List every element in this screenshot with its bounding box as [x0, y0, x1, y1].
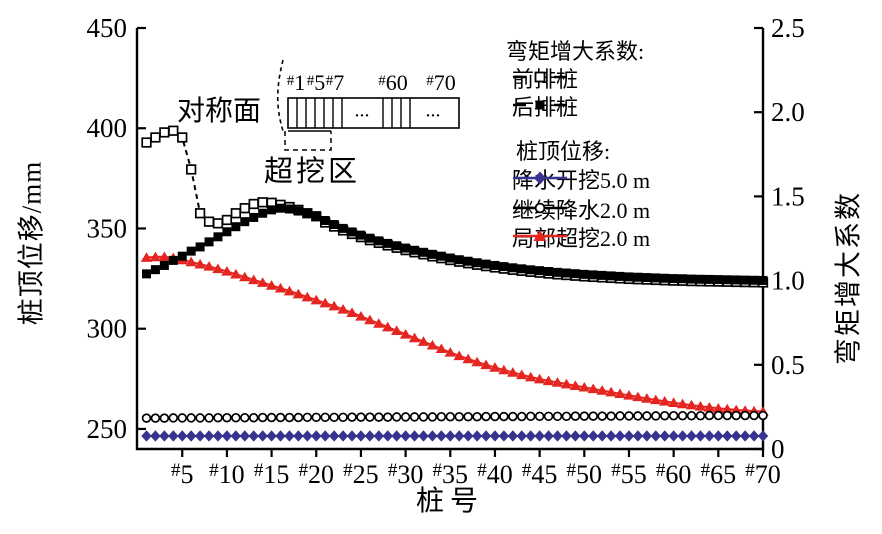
- dashed-open-square-marker-icon: [513, 71, 567, 83]
- overexcavation-zone-dashed-box: [284, 131, 332, 151]
- legend-moment-header: 弯矩增大系数:: [506, 39, 645, 64]
- x-tick-label: #65: [701, 460, 737, 489]
- legend-item-dewater-excavate: 降水开挖5.0 m: [512, 168, 650, 193]
- x-tick-label: #50: [567, 460, 603, 489]
- right-tick-label: 1.5: [771, 181, 805, 211]
- right-tick-label: 1.0: [771, 266, 805, 296]
- x-tick-label: #70: [745, 460, 781, 489]
- x-tick-label: #10: [209, 460, 245, 489]
- red-triangle-marker-icon: [513, 230, 567, 241]
- series-continue-dewater-displacement: [141, 410, 768, 423]
- legend-item-back-pile: 后排桩: [512, 95, 578, 120]
- left-tick-label: 450: [87, 13, 128, 43]
- legend-item-label: 后排桩: [512, 95, 579, 120]
- inset-pile-label: #7: [326, 70, 345, 95]
- right-tick-label: 2.0: [771, 97, 805, 127]
- inset-overexcavation-zone-label: 超挖区: [264, 156, 361, 188]
- left-tick-label: 350: [87, 213, 128, 243]
- legend-item-label: 降水开挖5.0 m: [512, 168, 651, 193]
- x-tick-label: #40: [477, 460, 513, 489]
- inset-pile-label: #70: [426, 70, 456, 95]
- left-axis-ticks: 250 300 350 400 450: [87, 13, 146, 444]
- x-tick-label: #55: [611, 460, 647, 489]
- legend-item-front-pile: 前排桩: [512, 67, 578, 92]
- x-tick-label: #45: [522, 460, 558, 489]
- legend-item-label: 继续降水2.0 m: [512, 198, 651, 223]
- x-tick-label: #60: [656, 460, 692, 489]
- left-tick-label: 250: [87, 414, 128, 444]
- pile-row-strip: [287, 97, 460, 129]
- left-axis-title: 桩顶位移/mm: [16, 160, 47, 326]
- symmetry-plane-dashed-line: [277, 59, 284, 132]
- ellipsis-dots: ···: [425, 108, 440, 124]
- x-tick-label: #5: [171, 460, 194, 489]
- legend-displacement-header: 桩顶位移:: [516, 139, 611, 164]
- dashed-filled-square-marker-icon: [513, 100, 567, 110]
- x-tick-label: #35: [433, 460, 469, 489]
- blue-diamond-marker-icon: [513, 171, 567, 185]
- x-axis-ticks: #5 #10 #15 #20 #25 #30 #35 #40 #45 #50 #55 #60 #65 #7…: [171, 449, 781, 489]
- inset-pile-label: #60: [378, 70, 408, 95]
- x-tick-label: #30: [388, 460, 424, 489]
- right-axis-ticks: 0 0.5 1.0 1.5 2.0 2.5: [754, 13, 805, 464]
- x-tick-label: #20: [299, 460, 335, 489]
- ellipsis-dots: ···: [354, 108, 369, 124]
- left-tick-label: 300: [87, 314, 128, 344]
- right-tick-label: 0.5: [771, 350, 805, 380]
- series-dewater-excavate-displacement: [141, 430, 769, 442]
- inset-pile-label: #1: [287, 70, 306, 95]
- inset-pile-label: #5: [307, 70, 326, 95]
- open-circle-marker-icon: [513, 202, 567, 214]
- series-back-pile-moment: [142, 203, 768, 285]
- left-tick-label: 400: [87, 113, 128, 143]
- inset-symmetry-plane-label: 对称面: [177, 96, 262, 127]
- right-tick-label: 2.5: [771, 13, 805, 43]
- inset-pile-diagram: ··· ··· #1 #5 #7 #60 #70: [277, 59, 460, 151]
- x-tick-label: #15: [254, 460, 290, 489]
- x-tick-label: #25: [343, 460, 379, 489]
- legend-item-local-overexcavation: 局部超挖2.0 m: [512, 226, 650, 251]
- right-tick-label: 0: [771, 434, 785, 464]
- right-axis-title: 弯矩增大系数: [833, 191, 864, 365]
- x-axis-title: 桩号: [415, 486, 485, 517]
- legend-item-continue-dewater: 继续降水2.0 m: [512, 198, 650, 223]
